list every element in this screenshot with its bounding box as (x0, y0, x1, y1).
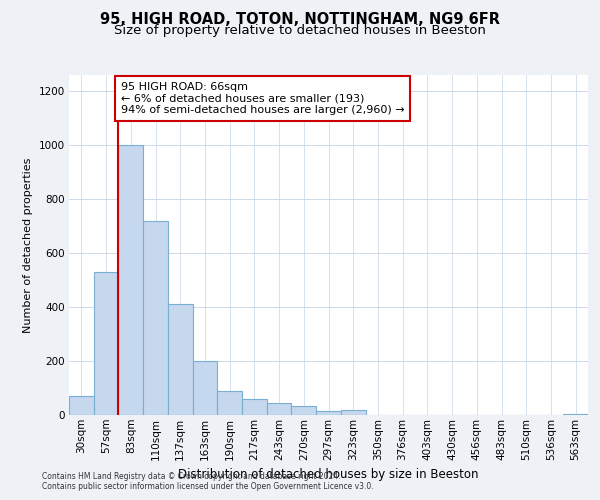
Bar (193, 361, 217, 415)
Bar (118, 145, 143, 415)
Y-axis label: Number of detached properties: Number of detached properties (23, 158, 33, 332)
Bar (143, 220, 168, 415)
Bar (563, 414, 588, 415)
Bar (217, 390, 242, 415)
Bar (94, 272, 118, 415)
X-axis label: Distribution of detached houses by size in Beeston: Distribution of detached houses by size … (178, 468, 479, 481)
Text: 95 HIGH ROAD: 66sqm
← 6% of detached houses are smaller (193)
94% of semi-detach: 95 HIGH ROAD: 66sqm ← 6% of detached hou… (121, 82, 404, 115)
Text: Contains public sector information licensed under the Open Government Licence v3: Contains public sector information licen… (42, 482, 374, 491)
Bar (341, 410, 365, 415)
Text: Size of property relative to detached houses in Beeston: Size of property relative to detached ho… (114, 24, 486, 37)
Text: 95, HIGH ROAD, TOTON, NOTTINGHAM, NG9 6FR: 95, HIGH ROAD, TOTON, NOTTINGHAM, NG9 6F… (100, 12, 500, 28)
Bar (316, 411, 341, 415)
Bar (242, 399, 267, 415)
Bar (292, 406, 316, 415)
Bar (267, 403, 292, 415)
Text: Contains HM Land Registry data © Crown copyright and database right 2024.: Contains HM Land Registry data © Crown c… (42, 472, 341, 481)
Bar (168, 304, 193, 415)
Bar (69, 396, 94, 415)
